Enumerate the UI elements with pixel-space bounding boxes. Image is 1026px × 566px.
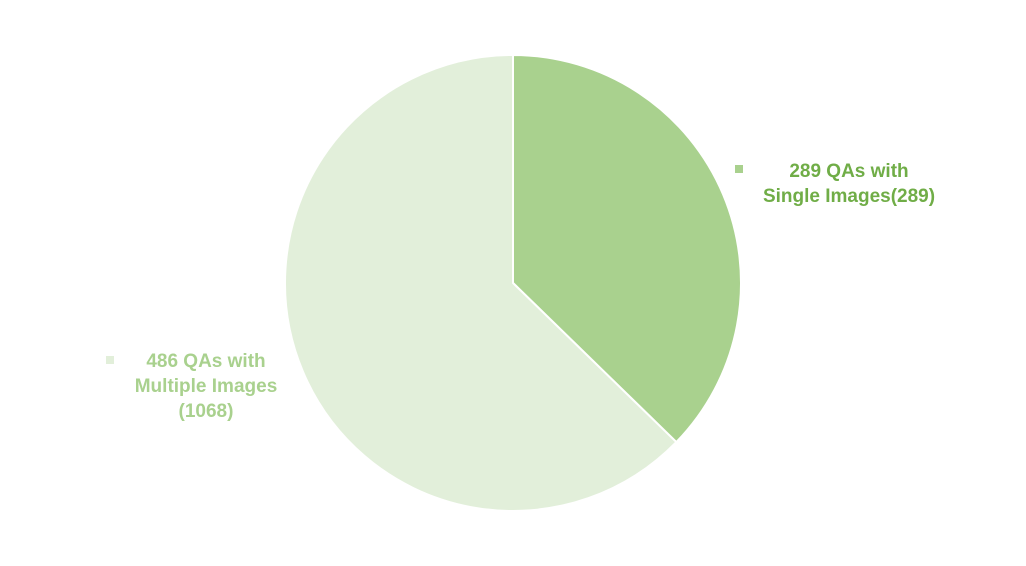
slice-label-single-images: 289 QAs with Single Images(289) (735, 159, 946, 209)
slice-label-multiple-line-2: Multiple Images (134, 376, 278, 397)
pie-slice-multiple-images (284, 54, 678, 512)
slice-label-multiple-line-1: 486 QAs with (146, 351, 266, 372)
slice-label-multiple-images: 486 QAs with Multiple Images (1068) (106, 349, 290, 424)
pie-slice-single-images (512, 54, 742, 444)
legend-swatch-single-images (735, 165, 743, 173)
legend-swatch-multiple-images (106, 356, 114, 364)
pie-slices (284, 54, 742, 512)
slice-label-single-line-1: 289 QAs with (789, 161, 909, 182)
slice-label-single-line-2: Single Images(289) (762, 186, 936, 207)
slice-label-multiple-line-3: (1068) (178, 401, 234, 422)
